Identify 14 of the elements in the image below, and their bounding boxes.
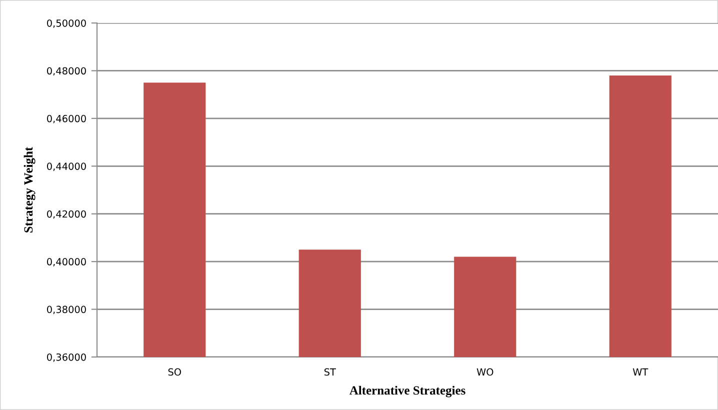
x-tick-label: WO — [476, 368, 494, 376]
y-tick-label: 0,38000 — [47, 306, 86, 314]
y-tick-label: 0,44000 — [47, 162, 86, 171]
y-tick-label: 0,42000 — [47, 210, 86, 219]
y-tick-label: 0,36000 — [47, 353, 86, 362]
x-tick-label: SO — [168, 368, 181, 376]
x-tick-label: ST — [324, 368, 336, 376]
y-tick-label: 0,40000 — [47, 258, 86, 266]
x-tick-label: WT — [632, 368, 648, 376]
y-tick-label: 0,50000 — [47, 19, 86, 28]
y-tick-label: 0,46000 — [47, 114, 86, 124]
y-axis-title: Strategy Weight — [24, 146, 36, 232]
x-axis-title: Alternative Strategies — [349, 386, 466, 398]
y-tick-label: 0,48000 — [47, 67, 86, 76]
